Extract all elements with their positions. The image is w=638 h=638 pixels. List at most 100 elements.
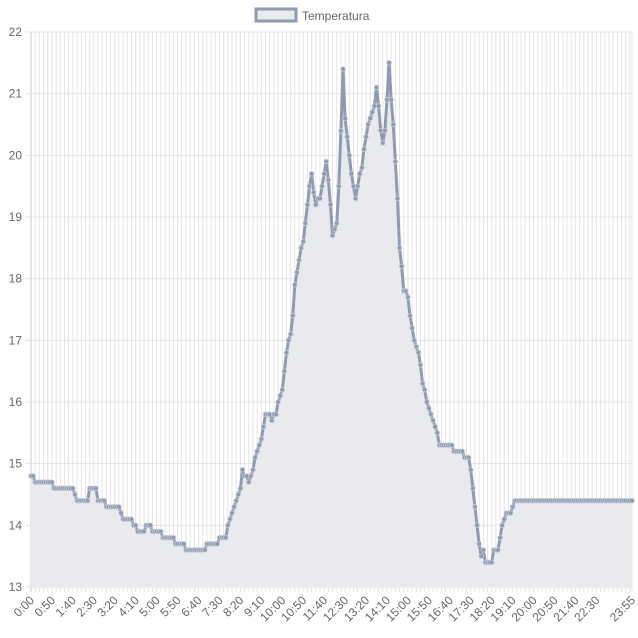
data-point[interactable]: [116, 504, 122, 510]
data-point[interactable]: [413, 343, 420, 350]
data-point[interactable]: [367, 115, 373, 122]
data-point[interactable]: [369, 109, 376, 115]
data-point[interactable]: [181, 541, 187, 547]
data-point[interactable]: [434, 430, 440, 436]
data-point[interactable]: [128, 516, 135, 522]
data-point[interactable]: [300, 238, 306, 245]
data-point[interactable]: [342, 115, 348, 122]
data-point[interactable]: [509, 504, 516, 510]
data-point[interactable]: [49, 479, 55, 485]
data-point[interactable]: [476, 541, 482, 547]
data-point[interactable]: [279, 386, 285, 393]
data-point[interactable]: [344, 134, 350, 140]
data-point[interactable]: [392, 158, 399, 165]
data-point[interactable]: [421, 386, 428, 393]
data-point[interactable]: [292, 282, 298, 288]
data-point[interactable]: [507, 510, 514, 516]
data-point[interactable]: [336, 183, 342, 189]
data-point[interactable]: [93, 485, 99, 492]
data-point[interactable]: [390, 121, 396, 128]
data-point[interactable]: [352, 195, 359, 202]
legend-swatch-temperatura[interactable]: [254, 7, 298, 23]
data-point[interactable]: [304, 201, 311, 208]
chart-legend[interactable]: Temperatura: [254, 7, 370, 23]
data-point[interactable]: [403, 288, 409, 294]
data-point[interactable]: [70, 485, 76, 492]
legend-label-temperatura[interactable]: Temperatura: [302, 9, 370, 23]
data-point[interactable]: [499, 522, 505, 529]
data-point[interactable]: [269, 417, 275, 424]
data-point[interactable]: [229, 510, 235, 516]
data-point[interactable]: [419, 380, 426, 387]
data-point[interactable]: [223, 534, 229, 541]
data-point[interactable]: [277, 393, 283, 399]
data-point[interactable]: [380, 140, 386, 146]
data-point[interactable]: [101, 497, 107, 504]
data-point[interactable]: [474, 522, 480, 529]
data-point[interactable]: [478, 553, 484, 559]
data-point[interactable]: [501, 516, 507, 522]
data-point[interactable]: [248, 473, 254, 479]
data-point[interactable]: [495, 547, 501, 553]
data-point[interactable]: [334, 220, 340, 226]
data-point[interactable]: [375, 103, 382, 109]
data-point[interactable]: [489, 559, 495, 566]
data-point[interactable]: [428, 411, 434, 418]
data-point[interactable]: [365, 121, 371, 128]
data-point[interactable]: [382, 127, 388, 134]
data-point[interactable]: [141, 528, 147, 535]
data-point[interactable]: [311, 189, 317, 196]
data-point[interactable]: [72, 491, 78, 498]
data-point[interactable]: [235, 491, 242, 498]
data-point[interactable]: [132, 522, 139, 529]
data-point[interactable]: [329, 232, 336, 239]
data-point[interactable]: [497, 534, 503, 541]
data-point[interactable]: [388, 97, 394, 103]
data-point[interactable]: [256, 442, 262, 448]
data-point[interactable]: [357, 171, 363, 177]
data-point[interactable]: [231, 504, 237, 510]
data-point[interactable]: [432, 423, 438, 430]
data-point[interactable]: [298, 245, 304, 251]
data-point[interactable]: [415, 349, 422, 356]
data-point[interactable]: [158, 528, 164, 535]
data-point[interactable]: [424, 399, 430, 405]
data-point[interactable]: [396, 245, 403, 251]
data-point[interactable]: [346, 152, 352, 159]
data-point[interactable]: [361, 146, 367, 152]
data-point[interactable]: [386, 60, 392, 66]
data-point[interactable]: [319, 183, 325, 189]
data-point[interactable]: [254, 448, 260, 455]
data-point[interactable]: [275, 399, 281, 405]
data-point[interactable]: [308, 171, 315, 177]
data-point[interactable]: [323, 158, 329, 165]
data-point[interactable]: [465, 454, 472, 461]
data-point[interactable]: [363, 134, 369, 140]
data-point[interactable]: [281, 368, 288, 374]
data-point[interactable]: [285, 337, 292, 344]
data-point[interactable]: [405, 294, 411, 300]
data-point[interactable]: [258, 436, 265, 442]
data-point[interactable]: [30, 473, 36, 479]
data-point[interactable]: [118, 510, 124, 516]
data-point[interactable]: [321, 171, 327, 177]
data-point[interactable]: [407, 312, 413, 319]
data-point[interactable]: [302, 220, 309, 226]
data-point[interactable]: [338, 127, 344, 134]
data-point[interactable]: [417, 362, 424, 368]
data-point[interactable]: [470, 485, 476, 492]
data-point[interactable]: [170, 534, 177, 541]
data-point[interactable]: [359, 164, 365, 171]
data-point[interactable]: [411, 337, 417, 344]
data-point[interactable]: [480, 547, 487, 553]
data-point[interactable]: [373, 84, 380, 91]
data-point[interactable]: [409, 325, 415, 331]
data-point[interactable]: [250, 467, 256, 473]
data-point[interactable]: [325, 177, 332, 183]
data-point[interactable]: [340, 66, 346, 72]
data-point[interactable]: [394, 195, 401, 202]
data-point[interactable]: [290, 312, 296, 319]
data-point[interactable]: [294, 269, 300, 276]
data-point[interactable]: [306, 183, 313, 189]
data-point[interactable]: [237, 485, 244, 492]
